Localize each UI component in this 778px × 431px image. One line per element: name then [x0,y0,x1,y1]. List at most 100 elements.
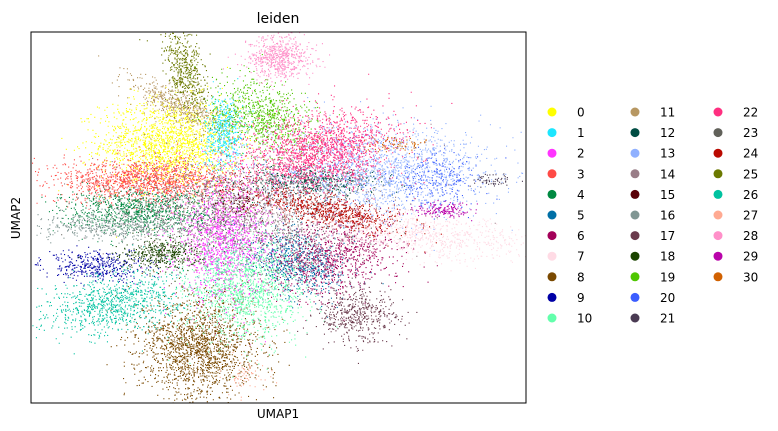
y-axis-label: UMAP2 [9,197,23,239]
legend-marker-15 [630,189,640,199]
cluster-2-points [134,150,315,346]
cluster-21-point-cloud [469,173,523,188]
legend-label-25: 25 [743,167,758,181]
cluster-17-point-cloud [297,261,418,364]
legend-label-15: 15 [660,188,675,202]
cluster-17-points [297,261,418,364]
legend-label-22: 22 [743,106,758,120]
legend-label-28: 28 [743,229,758,243]
legend-marker-17 [630,231,640,241]
legend-marker-30 [713,272,723,282]
cluster-8-points [106,262,290,403]
scatter-points [32,32,526,403]
legend-marker-0 [547,107,557,117]
legend-label-6: 6 [577,229,585,243]
cluster-6-points [227,191,438,322]
legend-label-14: 14 [660,167,675,181]
legend-label-23: 23 [743,126,758,140]
cluster-0-point-cloud [58,66,282,238]
legend-marker-9 [547,292,557,302]
legend-label-29: 29 [743,250,758,264]
cluster-16-points [36,203,224,248]
cluster-28-point-cloud [222,32,331,92]
legend-label-4: 4 [577,188,585,202]
cluster-0-points [58,66,282,238]
legend-marker-10 [547,313,557,323]
cluster-6-point-cloud [227,191,438,322]
legend-label-0: 0 [577,106,585,120]
legend-label-12: 12 [660,126,675,140]
legend-marker-12 [630,128,640,138]
cluster-7-point-cloud [208,181,526,272]
legend: 0123456789101112131415161718192021222324… [547,106,758,326]
cluster-13-points [184,97,524,251]
legend-label-8: 8 [577,270,585,284]
legend-marker-20 [630,292,640,302]
legend-marker-14 [630,169,640,179]
plot-frame [30,31,527,404]
legend-label-3: 3 [577,167,585,181]
cluster-15-points [200,168,268,229]
legend-marker-21 [630,313,640,323]
cluster-21-points [469,173,523,188]
legend-label-16: 16 [660,209,675,223]
cluster-10-points [133,203,338,378]
cluster-28-points [222,32,331,92]
legend-marker-18 [630,251,640,261]
legend-marker-5 [547,210,557,220]
cluster-11-point-cloud [98,55,262,152]
cluster-1-point-cloud [197,78,254,188]
legend-label-17: 17 [660,229,675,243]
legend-marker-28 [713,231,723,241]
legend-marker-3 [547,169,557,179]
legend-marker-1 [547,128,557,138]
cluster-3-points [32,143,292,221]
legend-label-2: 2 [577,147,585,161]
legend-marker-13 [630,148,640,158]
cluster-22-points [207,73,453,210]
cluster-23-points [61,138,438,302]
cluster-16-point-cloud [36,203,224,248]
legend-marker-7 [547,251,557,261]
legend-label-30: 30 [743,270,758,284]
cluster-3-point-cloud [32,143,292,221]
legend-label-10: 10 [577,312,592,326]
legend-label-26: 26 [743,188,758,202]
legend-marker-19 [630,272,640,282]
cluster-1-points [197,78,254,188]
legend-label-20: 20 [660,291,675,305]
legend-marker-27 [713,210,723,220]
legend-marker-25 [713,169,723,179]
cluster-8-point-cloud [106,262,290,403]
cluster-9-points [34,245,171,290]
legend-label-24: 24 [743,147,758,161]
legend-label-18: 18 [660,250,675,264]
legend-label-9: 9 [577,291,585,305]
legend-label-1: 1 [577,126,585,140]
legend-marker-2 [547,148,557,158]
legend-marker-29 [713,251,723,261]
legend-marker-6 [547,231,557,241]
legend-marker-24 [713,148,723,158]
legend-marker-23 [713,128,723,138]
legend-label-13: 13 [660,147,675,161]
cluster-13-point-cloud [184,97,524,251]
chart-title: leiden [257,11,300,27]
legend-label-19: 19 [660,270,675,284]
cluster-29-point-cloud [399,200,478,222]
cluster-10-point-cloud [133,203,338,378]
legend-label-27: 27 [743,209,758,223]
cluster-2-point-cloud [134,150,315,346]
legend-marker-22 [713,107,723,117]
cluster-22-point-cloud [207,73,453,210]
legend-label-7: 7 [577,250,585,264]
cluster-9-point-cloud [34,245,171,290]
cluster-23-point-cloud [61,138,438,302]
legend-marker-16 [630,210,640,220]
legend-label-11: 11 [660,106,675,120]
legend-marker-4 [547,189,557,199]
cluster-7-points [208,181,526,272]
cluster-15-point-cloud [200,168,268,229]
legend-marker-11 [630,107,640,117]
legend-label-21: 21 [660,312,675,326]
